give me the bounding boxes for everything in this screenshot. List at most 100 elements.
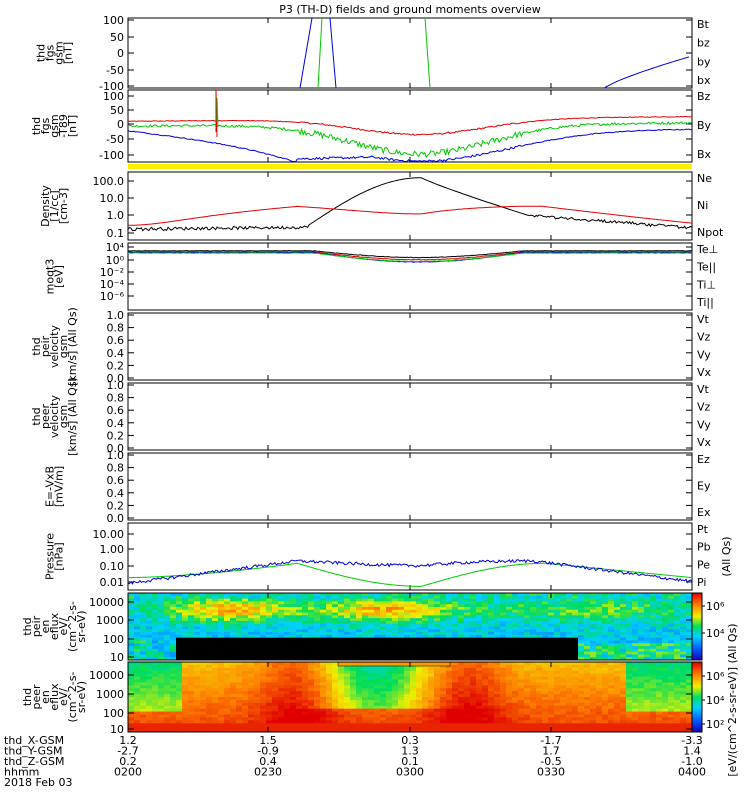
- spectrogram-cell: [212, 612, 219, 616]
- spectrogram-cell: [404, 654, 411, 658]
- spectrogram-cell: [590, 699, 597, 704]
- spectrogram-cell: [266, 673, 273, 677]
- spectrogram-cell: [416, 634, 423, 639]
- spectrogram-cell: [332, 726, 339, 730]
- spectrogram-cell: [560, 604, 567, 608]
- spectrogram-cell: [266, 688, 273, 692]
- spectrogram-cell: [230, 623, 237, 627]
- spectrogram-cell: [656, 717, 663, 721]
- spectrogram-cell: [206, 609, 213, 613]
- spectrogram-cell: [440, 717, 447, 721]
- spectrogram-cell: [512, 593, 519, 597]
- spectrogram-cell: [524, 657, 531, 661]
- spectrogram-cell: [686, 629, 693, 633]
- spectrogram-cell: [236, 708, 243, 712]
- spectrogram-cell: [146, 620, 153, 625]
- spectrogram-cell: [668, 604, 675, 608]
- spectrogram-cell: [476, 705, 483, 710]
- spectrogram-cell: [140, 682, 147, 686]
- spectrogram-cell: [506, 726, 513, 730]
- spectrogram-cell: [398, 726, 405, 730]
- spectrogram-cell: [266, 632, 273, 636]
- spectrogram-cell: [656, 685, 663, 689]
- spectrogram-cell: [536, 682, 543, 686]
- spectrogram-cell: [128, 615, 135, 619]
- spectrogram-cell: [230, 637, 237, 641]
- spectrogram-cell: [656, 593, 663, 597]
- spectrogram-cell: [266, 662, 273, 666]
- spectrogram-cell: [626, 699, 633, 704]
- spectrogram-cell: [188, 609, 195, 613]
- spectrogram-cell: [392, 609, 399, 613]
- spectrogram-cell: [422, 595, 429, 599]
- spectrogram-cell: [326, 679, 333, 683]
- spectrogram-cell: [470, 606, 477, 611]
- spectrogram-cell: [236, 705, 243, 710]
- spectrogram-cell: [242, 606, 249, 611]
- spectrogram-cell: [584, 593, 591, 597]
- spectrogram-cell: [398, 676, 405, 680]
- spectrogram-cell: [656, 629, 663, 633]
- spectrogram-cell: [182, 694, 189, 698]
- spectrogram-cell: [638, 657, 645, 661]
- spectrogram-cell: [230, 691, 237, 695]
- spectrogram-cell: [506, 662, 513, 666]
- spectrogram-cell: [338, 720, 345, 724]
- spectrogram-cell: [530, 670, 537, 675]
- spectrogram-cell: [488, 657, 495, 661]
- series-by-line: [317, 17, 323, 89]
- spectrogram-cell: [422, 697, 429, 701]
- spectrogram-cell: [374, 598, 381, 602]
- spectrogram-cell: [278, 598, 285, 602]
- spectrogram-cell: [494, 711, 501, 715]
- spectrogram-cell: [554, 623, 561, 627]
- spectrogram-cell: [260, 688, 267, 692]
- spectrogram-cell: [602, 648, 609, 653]
- spectrogram-cell: [194, 711, 201, 715]
- spectrogram-cell: [506, 702, 513, 707]
- spectrogram-cell: [686, 595, 693, 599]
- spectrogram-cell: [242, 691, 249, 695]
- spectrogram-cell: [632, 714, 639, 718]
- spectrogram-cell: [182, 657, 189, 661]
- spectrogram-cell: [272, 604, 279, 608]
- spectrogram-cell: [296, 673, 303, 677]
- spectrogram-cell: [278, 682, 285, 686]
- spectrogram-cell: [560, 646, 567, 650]
- spectrogram-cell: [566, 708, 573, 712]
- spectrogram-cell: [674, 606, 681, 611]
- spectrogram-cell: [314, 729, 321, 733]
- spectrogram-cell: [434, 620, 441, 625]
- spectrogram-cell: [590, 606, 597, 611]
- spectrogram-cell: [596, 615, 603, 619]
- spectrogram-cell: [368, 637, 375, 641]
- spectrogram-cell: [668, 729, 675, 733]
- spectrogram-cell: [656, 626, 663, 630]
- spectrogram-cell: [542, 618, 549, 622]
- spectrogram-cell: [566, 714, 573, 718]
- spectrogram-cell: [224, 606, 231, 611]
- spectrogram-cell: [236, 604, 243, 608]
- spectrogram-cell: [332, 623, 339, 627]
- spectrogram-cell: [650, 694, 657, 698]
- x-tick-label: 1.2: [119, 734, 137, 747]
- spectrogram-cell: [596, 685, 603, 689]
- spectrogram-cell: [290, 646, 297, 650]
- spectrogram-cell: [380, 711, 387, 715]
- spectrogram-cell: [476, 623, 483, 627]
- spectrogram-cell: [668, 711, 675, 715]
- spectrogram-cell: [608, 676, 615, 680]
- spectrogram-cell: [644, 612, 651, 616]
- spectrogram-cell: [422, 629, 429, 633]
- spectrogram-cell: [356, 601, 363, 605]
- spectrogram-cell: [626, 657, 633, 661]
- spectrogram-cell: [212, 657, 219, 661]
- spectrogram-cell: [146, 729, 153, 733]
- spectrogram-cell: [284, 705, 291, 710]
- spectrogram-cell: [302, 729, 309, 733]
- spectrogram-cell: [284, 673, 291, 677]
- spectrogram-cell: [326, 685, 333, 689]
- spectrogram-cell: [650, 670, 657, 675]
- spectrogram-cell: [404, 637, 411, 641]
- spectrogram-cell: [452, 699, 459, 704]
